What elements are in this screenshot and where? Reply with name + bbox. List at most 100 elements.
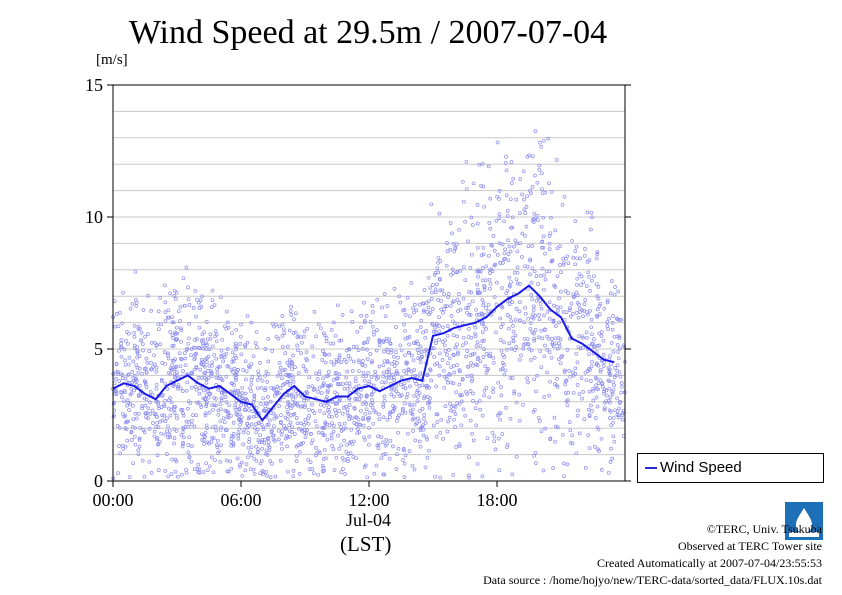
- data-point: [555, 425, 560, 430]
- data-point: [521, 402, 525, 407]
- data-point: [265, 473, 269, 478]
- data-point: [326, 370, 331, 374]
- data-point: [476, 245, 480, 250]
- data-point: [517, 392, 522, 397]
- data-point: [556, 335, 561, 340]
- data-point: [445, 241, 449, 245]
- data-point: [325, 390, 330, 395]
- data-point: [327, 414, 331, 419]
- data-point: [205, 337, 210, 342]
- data-point: [534, 461, 538, 465]
- data-point: [382, 359, 387, 364]
- data-point: [366, 370, 371, 375]
- data-point: [505, 209, 510, 213]
- data-point: [564, 378, 569, 383]
- data-point: [484, 370, 489, 375]
- data-point: [545, 310, 550, 314]
- data-point: [567, 420, 572, 424]
- data-point: [563, 382, 568, 387]
- data-point: [528, 321, 533, 325]
- legend: Wind Speed: [637, 453, 824, 483]
- data-point: [457, 301, 461, 305]
- data-point: [395, 418, 399, 423]
- data-point: [445, 333, 450, 338]
- data-point: [596, 381, 601, 386]
- data-point: [275, 384, 280, 389]
- data-point: [293, 365, 297, 369]
- data-point: [573, 249, 578, 253]
- data-point: [360, 402, 365, 406]
- data-point: [481, 245, 486, 250]
- data-point: [165, 429, 169, 434]
- data-point: [558, 305, 563, 310]
- data-point: [264, 369, 269, 374]
- data-point: [594, 376, 599, 381]
- data-point: [408, 314, 412, 319]
- data-point: [267, 445, 272, 450]
- data-point: [522, 336, 527, 341]
- data-point: [518, 177, 523, 181]
- data-point: [574, 290, 579, 295]
- data-point: [480, 322, 484, 326]
- data-point: [416, 341, 420, 346]
- data-point: [275, 374, 280, 378]
- data-point: [163, 419, 168, 424]
- data-point: [364, 314, 369, 318]
- data-point: [620, 384, 624, 389]
- data-point: [603, 406, 607, 410]
- data-point: [206, 468, 210, 473]
- data-point: [432, 355, 436, 359]
- data-point: [388, 415, 392, 420]
- data-point: [302, 423, 307, 427]
- data-point: [305, 358, 309, 363]
- data-point: [596, 363, 601, 368]
- data-point: [198, 298, 203, 303]
- data-point: [417, 439, 422, 444]
- data-point: [605, 324, 610, 328]
- data-point: [597, 312, 602, 316]
- data-point: [487, 277, 492, 282]
- data-point: [585, 312, 590, 317]
- data-point: [498, 338, 503, 342]
- data-point: [512, 389, 517, 394]
- data-point: [403, 328, 407, 333]
- data-point: [132, 346, 137, 351]
- data-point: [549, 190, 554, 194]
- data-point: [546, 136, 551, 141]
- data-point: [502, 251, 507, 256]
- data-point: [548, 379, 552, 384]
- data-point: [587, 274, 591, 279]
- data-point: [429, 297, 434, 301]
- data-point: [482, 204, 487, 209]
- data-point: [181, 369, 185, 373]
- data-point: [244, 396, 248, 401]
- data-point: [476, 355, 481, 360]
- data-point: [469, 379, 474, 384]
- data-point: [385, 360, 390, 365]
- data-point: [571, 370, 575, 375]
- data-point: [587, 414, 592, 419]
- data-point: [469, 290, 474, 295]
- data-point: [436, 255, 441, 260]
- data-point: [503, 161, 508, 165]
- data-point: [500, 432, 505, 436]
- data-point: [595, 307, 600, 312]
- data-point: [321, 466, 326, 470]
- data-point: [317, 408, 322, 413]
- data-point: [470, 252, 474, 257]
- data-point: [500, 361, 505, 365]
- data-point: [488, 271, 492, 275]
- data-point: [404, 361, 409, 366]
- data-point: [146, 332, 150, 336]
- data-point: [523, 233, 527, 238]
- data-point: [470, 363, 475, 368]
- data-point: [568, 306, 572, 310]
- data-point: [515, 270, 520, 275]
- data-point: [620, 411, 625, 415]
- data-point: [467, 473, 471, 478]
- data-point: [327, 405, 331, 409]
- data-point: [394, 467, 399, 471]
- data-point: [119, 354, 124, 359]
- data-point: [201, 341, 205, 346]
- y-tick-label: 10: [85, 207, 103, 227]
